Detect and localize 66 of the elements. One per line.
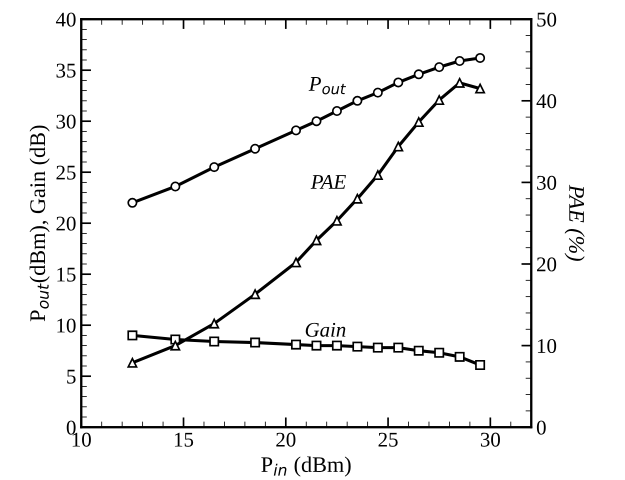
point: [454, 78, 465, 88]
x-axis-title: P$_{in}$ (dBm): [261, 456, 351, 477]
point: [372, 170, 383, 180]
point: [475, 360, 486, 370]
point: [209, 318, 220, 329]
point: [127, 198, 138, 208]
y-tick-label: 0: [66, 420, 76, 435]
y2-tick-label: 30: [537, 176, 556, 190]
series-label: P$_{out}$: [308, 77, 346, 94]
point: [393, 141, 404, 152]
point: [434, 94, 444, 105]
point: [209, 162, 220, 172]
point: [475, 84, 486, 94]
y2-tick-label: 20: [537, 257, 556, 272]
point: [311, 116, 322, 126]
point: [393, 342, 404, 353]
point: [352, 96, 362, 106]
y-tick-label: 5: [67, 370, 76, 384]
point: [127, 358, 138, 368]
point: [332, 216, 342, 226]
point: [311, 235, 322, 246]
point: [372, 342, 383, 353]
point: [291, 340, 302, 350]
y2-tick-label: 0: [536, 420, 546, 435]
point: [291, 257, 302, 268]
x-tick-label: 30: [480, 432, 500, 447]
point: [209, 336, 220, 347]
y2-tick-label: 50: [537, 12, 556, 27]
y-tick-label: 40: [56, 12, 76, 27]
point: [372, 88, 383, 98]
y2-tick-label: 10: [538, 338, 556, 354]
point: [414, 69, 424, 80]
y-tick-label: 10: [57, 318, 76, 333]
x-tick-label: 25: [378, 432, 398, 447]
point: [352, 342, 362, 352]
point: [475, 52, 486, 63]
point: [311, 340, 322, 351]
x-tick-label: 20: [276, 432, 296, 447]
point: [250, 289, 260, 300]
point: [250, 144, 260, 154]
point: [414, 117, 424, 128]
point: [434, 348, 444, 358]
y-tick-label: 35: [56, 64, 76, 78]
y-tick-label: 15: [57, 268, 76, 282]
point: [127, 330, 138, 340]
point: [352, 194, 362, 204]
y-axis-title: P$_{out}$(dBm), Gain (dB): [30, 126, 50, 322]
y-tick-label: 25: [56, 166, 76, 180]
x-tick-label: 15: [174, 432, 194, 447]
point: [250, 338, 260, 348]
point: [332, 106, 342, 116]
series-label: Gain: [306, 322, 346, 337]
point: [454, 352, 465, 362]
point: [414, 346, 424, 356]
point: [393, 77, 404, 88]
y-tick-label: 20: [56, 216, 76, 231]
point: [291, 125, 302, 136]
point: [170, 340, 180, 351]
series-label: PAE: [310, 174, 346, 189]
y2-axis-title: PAE (%): [564, 184, 585, 261]
point: [434, 62, 444, 72]
point: [332, 340, 342, 351]
point: [170, 181, 180, 192]
y-tick-label: 30: [56, 114, 76, 129]
point: [454, 56, 465, 66]
y2-tick-label: 40: [536, 94, 556, 108]
